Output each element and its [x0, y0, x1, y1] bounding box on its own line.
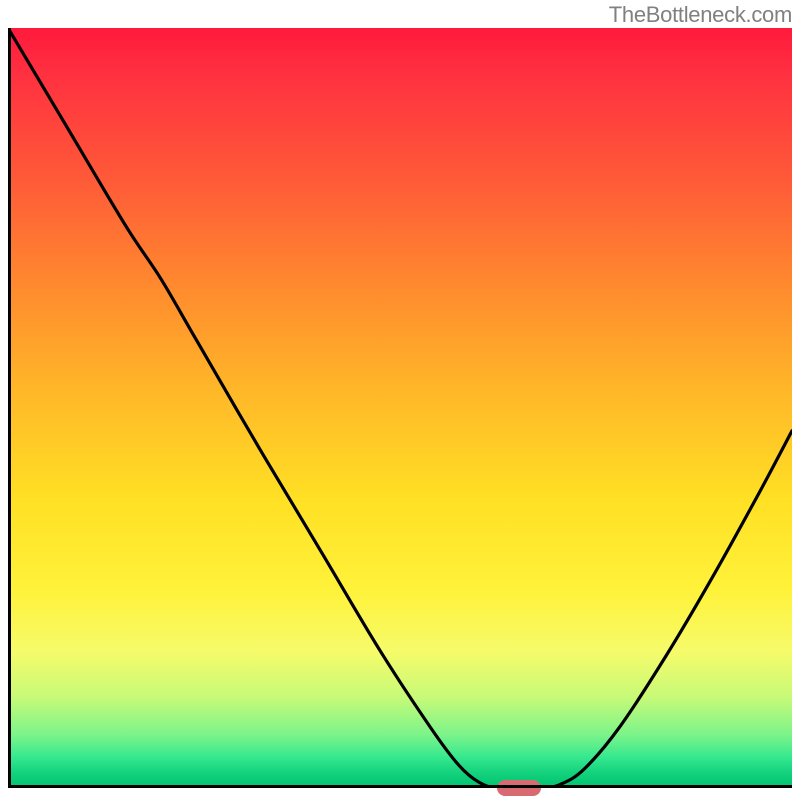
watermark-label: TheBottleneck.com [609, 2, 792, 28]
x-axis [8, 785, 792, 788]
optimal-marker [497, 780, 541, 796]
bottleneck-curve [8, 28, 792, 788]
plot-area [8, 28, 792, 788]
y-axis [8, 28, 11, 788]
chart-container: { "watermark": { "text": "TheBottleneck.… [0, 0, 800, 800]
